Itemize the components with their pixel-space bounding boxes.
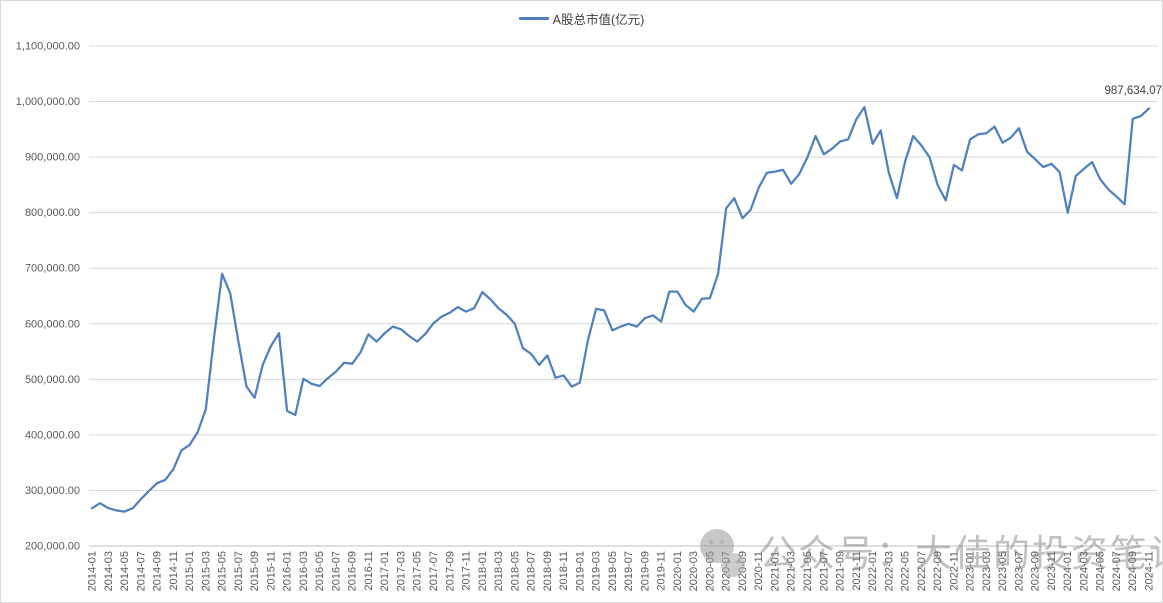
x-tick-label: 2016-07 [330, 551, 342, 591]
x-tick-label: 2024-05 [1095, 551, 1107, 591]
x-tick-label: 2022-07 [916, 551, 928, 591]
x-tick-label: 2022-09 [932, 551, 944, 591]
x-tick-label: 2018-11 [558, 551, 570, 591]
x-tick-label: 2019-07 [623, 551, 635, 591]
x-tick-label: 2017-09 [444, 551, 456, 591]
x-tick-label: 2016-01 [282, 551, 294, 591]
x-tick-label: 2015-01 [184, 551, 196, 591]
x-tick-label: 2018-01 [477, 551, 489, 591]
x-tick-label: 2023-09 [1030, 551, 1042, 591]
x-tick-label: 2021-09 [835, 551, 847, 591]
y-tick-label: 700,000.00 [25, 263, 80, 275]
y-tick-label: 400,000.00 [25, 429, 80, 441]
x-tick-label: 2021-03 [786, 551, 798, 591]
x-tick-label: 2014-09 [152, 551, 164, 591]
x-tick-label: 2017-01 [379, 551, 391, 591]
x-tick-label: 2015-11 [265, 551, 277, 591]
x-tick-label: 2021-01 [770, 551, 782, 591]
x-tick-label: 2018-07 [526, 551, 538, 591]
x-tick-label: 2022-03 [883, 551, 895, 591]
x-tick-label: 2024-03 [1079, 551, 1091, 591]
series-line [90, 105, 1151, 513]
x-tick-label: 2019-03 [591, 551, 603, 591]
x-tick-label: 2018-05 [509, 551, 521, 591]
x-tick-label: 2020-11 [753, 551, 765, 591]
legend-label: A股总市值(亿元) [552, 13, 645, 27]
x-tick-label: 2023-05 [997, 551, 1009, 591]
x-tick-label: 2020-03 [688, 551, 700, 591]
x-tick-label: 2019-05 [607, 551, 619, 591]
x-tick-label: 2020-01 [672, 551, 684, 591]
y-tick-label: 300,000.00 [25, 485, 80, 497]
x-tick-label: 2020-07 [721, 551, 733, 591]
y-tick-label: 600,000.00 [25, 318, 80, 330]
x-tick-label: 2014-11 [168, 551, 180, 591]
x-tick-label: 2020-09 [737, 551, 749, 591]
x-tick-label: 2022-11 [948, 551, 960, 591]
x-tick-label: 2020-05 [704, 551, 716, 591]
legend-line-swatch [518, 17, 549, 20]
x-tick-label: 2015-09 [249, 551, 261, 591]
x-tick-label: 2014-01 [87, 551, 99, 591]
x-tick-label: 2022-05 [900, 551, 912, 591]
x-tick-label: 2019-11 [656, 551, 668, 591]
x-tick-label: 2015-07 [233, 551, 245, 591]
y-tick-label: 800,000.00 [25, 207, 80, 219]
y-tick-label: 200,000.00 [25, 541, 80, 553]
x-tick-label: 2018-09 [542, 551, 554, 591]
x-tick-label: 2024-07 [1111, 551, 1123, 591]
x-tick-label: 2015-05 [217, 551, 229, 591]
x-tick-label: 2023-03 [981, 551, 993, 591]
x-tick-label: 2023-11 [1046, 551, 1058, 591]
x-tick-label: 2021-07 [818, 551, 830, 591]
y-tick-label: 900,000.00 [25, 152, 80, 164]
x-tick-label: 2019-01 [574, 551, 586, 591]
x-tick-label: 2022-01 [867, 551, 879, 591]
x-tick-label: 2017-07 [428, 551, 440, 591]
x-tick-label: 2014-05 [119, 551, 131, 591]
x-tick-label: 2015-03 [200, 551, 212, 591]
chart-legend: A股总市值(亿元) [1, 9, 1162, 28]
x-tick-label: 2023-07 [1013, 551, 1025, 591]
x-tick-label: 2019-09 [639, 551, 651, 591]
x-tick-label: 2016-11 [363, 551, 375, 591]
x-tick-label: 2024-11 [1144, 551, 1156, 591]
x-tick-label: 2016-05 [314, 551, 326, 591]
x-tick-label: 2024-09 [1127, 551, 1139, 591]
x-tick-label: 2021-11 [851, 551, 863, 591]
y-tick-label: 500,000.00 [25, 374, 80, 386]
x-tick-label: 2021-05 [802, 551, 814, 591]
x-tick-label: 2016-09 [347, 551, 359, 591]
x-tick-label: 2014-07 [135, 551, 147, 591]
end-data-label: 987,634.07 [1104, 85, 1162, 97]
x-tick-label: 2018-03 [493, 551, 505, 591]
x-tick-label: 2016-03 [298, 551, 310, 591]
y-tick-label: 1,000,000.00 [16, 96, 80, 108]
x-tick-label: 2023-01 [965, 551, 977, 591]
x-tick-label: 2017-11 [461, 551, 473, 591]
x-tick-label: 2017-05 [412, 551, 424, 591]
y-tick-label: 1,100,000.00 [16, 41, 80, 53]
x-tick-label: 2017-03 [396, 551, 408, 591]
x-tick-label: 2024-01 [1062, 551, 1074, 591]
x-tick-label: 2014-03 [103, 551, 115, 591]
